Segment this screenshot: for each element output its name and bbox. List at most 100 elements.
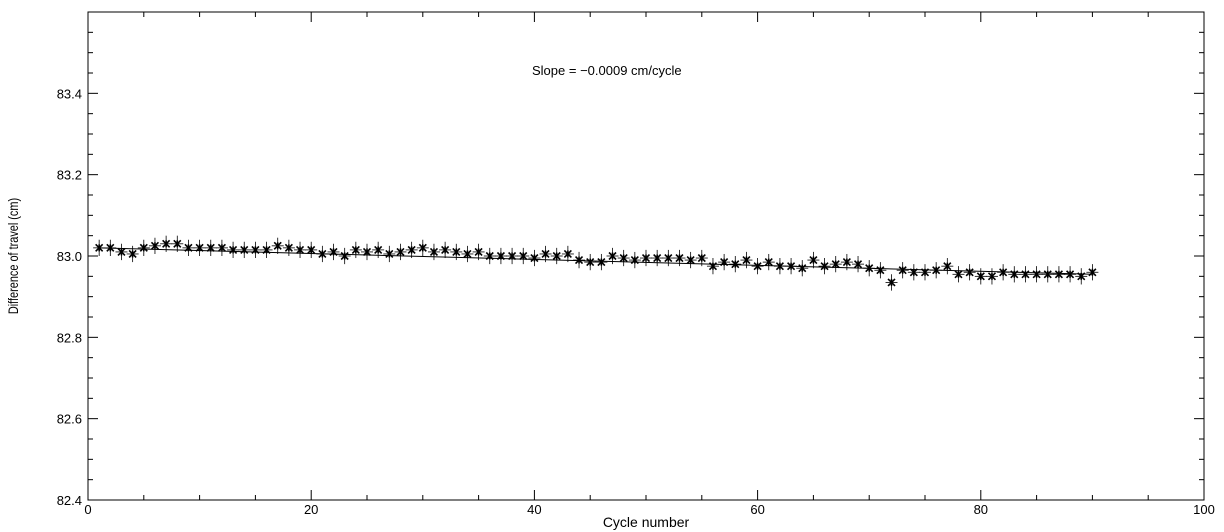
x-axis: 0 20 40 60 80 100	[84, 12, 1215, 517]
data-point	[148, 237, 161, 254]
data-point	[294, 241, 307, 259]
data-point	[985, 268, 998, 285]
data-point	[1064, 266, 1077, 283]
data-point	[963, 264, 976, 281]
data-point	[427, 243, 440, 261]
data-point	[93, 239, 106, 256]
data-point	[740, 251, 753, 269]
data-point	[115, 243, 128, 261]
data-point	[271, 237, 284, 254]
data-point	[104, 239, 117, 256]
data-points	[93, 235, 1099, 291]
data-point	[282, 239, 295, 256]
data-point	[974, 268, 987, 285]
data-point	[405, 241, 418, 259]
y-tick-label: 82.8	[57, 330, 82, 345]
data-point	[595, 253, 608, 271]
data-point	[472, 243, 485, 261]
data-point	[506, 247, 519, 265]
data-point	[539, 245, 552, 263]
fit-line	[99, 247, 1093, 275]
data-point	[361, 243, 373, 261]
data-point	[818, 258, 831, 275]
data-point	[628, 251, 641, 269]
data-point	[394, 243, 407, 261]
data-point	[896, 262, 909, 279]
x-tick-label: 20	[304, 502, 318, 517]
y-tick-label: 82.6	[57, 412, 82, 427]
data-point	[182, 239, 195, 256]
data-point	[684, 251, 697, 269]
data-point	[561, 245, 574, 263]
x-tick-label: 100	[1193, 502, 1215, 517]
data-point	[941, 258, 954, 275]
x-tick-label: 0	[84, 502, 91, 517]
data-point	[573, 251, 586, 269]
data-point	[260, 241, 273, 259]
data-point	[863, 260, 876, 277]
data-point	[528, 249, 541, 267]
x-tick-label: 60	[750, 502, 764, 517]
data-point	[1075, 268, 1088, 285]
data-point	[372, 241, 385, 259]
y-tick-label: 83.4	[57, 86, 82, 101]
data-point	[1086, 264, 1099, 281]
data-point	[651, 249, 664, 267]
data-point	[193, 239, 206, 256]
data-point	[327, 243, 340, 261]
data-point	[952, 266, 965, 283]
data-point	[751, 258, 764, 275]
data-point	[1008, 266, 1021, 283]
data-point	[1041, 266, 1054, 283]
data-point	[874, 262, 887, 279]
data-point	[416, 239, 429, 256]
data-point	[785, 258, 798, 275]
fit-line-group	[99, 247, 1093, 275]
data-point	[126, 245, 139, 263]
y-tick-label: 83.2	[57, 168, 82, 183]
data-point	[160, 235, 173, 252]
data-point	[617, 249, 630, 267]
data-point	[852, 256, 865, 273]
data-point	[338, 247, 351, 265]
x-axis-label: Cycle number	[603, 514, 690, 530]
y-axis: 82.4 82.6 82.8 83.0 83.2 83.4	[57, 11, 1204, 508]
data-point	[796, 260, 809, 277]
data-point	[919, 264, 931, 281]
data-point	[550, 247, 563, 265]
data-point	[1030, 266, 1043, 283]
data-point	[249, 241, 262, 259]
data-point	[885, 274, 898, 291]
data-point	[718, 253, 731, 271]
data-point	[762, 253, 775, 271]
y-tick-label: 83.0	[57, 249, 82, 264]
data-point	[461, 245, 474, 263]
data-point	[1052, 266, 1065, 283]
data-point	[227, 241, 240, 259]
y-tick-label: 82.4	[57, 493, 82, 508]
data-point	[137, 239, 150, 256]
data-point	[383, 245, 396, 263]
data-point	[997, 264, 1010, 281]
data-point	[305, 241, 318, 259]
data-point	[238, 241, 251, 259]
x-tick-label: 80	[974, 502, 988, 517]
data-point	[1019, 266, 1032, 283]
data-point	[316, 245, 329, 263]
y-axis-label: Difference of travel (cm)	[6, 198, 22, 314]
data-point	[840, 253, 853, 271]
slope-annotation: Slope = −0.0009 cm/cycle	[532, 63, 682, 78]
data-point	[673, 249, 686, 267]
data-point	[662, 249, 675, 267]
data-point	[706, 258, 719, 275]
data-point	[584, 253, 597, 271]
data-point	[215, 239, 228, 256]
data-point	[829, 256, 842, 273]
data-point	[171, 235, 184, 252]
data-point	[349, 241, 362, 259]
x-tick-label: 40	[527, 502, 541, 517]
data-point	[606, 247, 619, 265]
data-point	[695, 249, 708, 267]
data-point	[517, 247, 530, 265]
